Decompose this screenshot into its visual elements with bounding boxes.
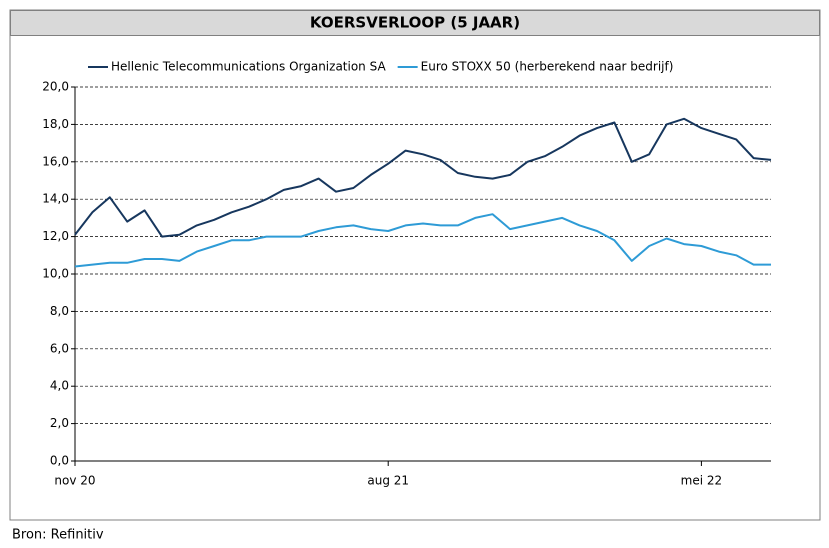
x-tick-label: nov 20 bbox=[54, 474, 95, 488]
y-tick-label: 0,0 bbox=[50, 454, 69, 468]
y-tick-label: 4,0 bbox=[50, 379, 69, 393]
y-tick-label: 10,0 bbox=[42, 267, 69, 281]
y-tick-label: 16,0 bbox=[42, 154, 69, 168]
legend-label: Euro STOXX 50 (herberekend naar bedrijf) bbox=[421, 60, 674, 74]
y-tick-label: 20,0 bbox=[42, 80, 69, 94]
y-tick-label: 8,0 bbox=[50, 304, 69, 318]
title-bar bbox=[10, 10, 820, 36]
y-tick-label: 18,0 bbox=[42, 117, 69, 131]
frame bbox=[9, 9, 821, 521]
y-tick-label: 6,0 bbox=[50, 341, 69, 355]
series-line bbox=[74, 213, 771, 268]
y-tick-label: 14,0 bbox=[42, 192, 69, 206]
chart-title: KOERSVERLOOP (5 JAAR) bbox=[310, 14, 520, 32]
x-tick-label: aug 21 bbox=[367, 474, 409, 488]
y-tick-label: 12,0 bbox=[42, 229, 69, 243]
series-line bbox=[74, 117, 772, 238]
legend-label: Hellenic Telecommunications Organization… bbox=[111, 60, 386, 74]
x-tick-label: mei 22 bbox=[681, 474, 723, 488]
y-tick-label: 2,0 bbox=[50, 416, 69, 430]
source: Bron: Refinitiv bbox=[12, 528, 104, 543]
